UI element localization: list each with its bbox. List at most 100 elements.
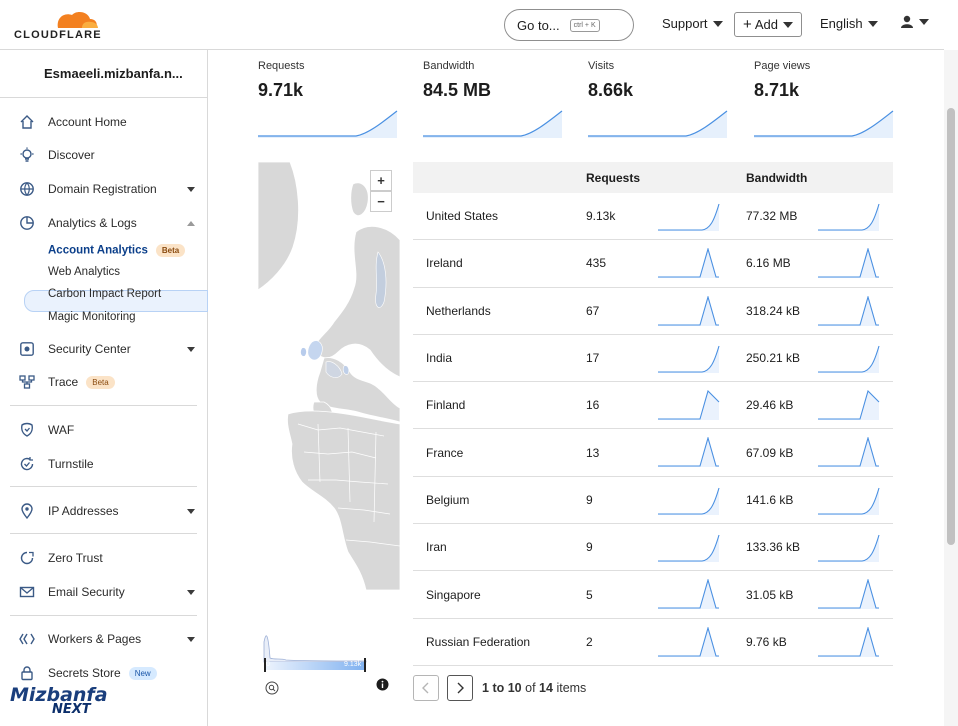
sidebar-item-trace[interactable]: Trace Beta — [0, 368, 207, 396]
table-row[interactable]: Russian Federation 2 9.76 kB — [413, 619, 893, 666]
trace-label: Trace — [48, 374, 79, 389]
sidebar-item-workers-pages[interactable]: Workers & Pages — [0, 625, 207, 653]
sidebar-item-ip-addresses[interactable]: IP Addresses — [0, 497, 207, 525]
zero-trust-icon — [20, 551, 34, 565]
sidebar-item-label: Discover — [48, 148, 95, 162]
zoom-in-button[interactable]: + — [370, 170, 392, 191]
sidebar-item-label: Trace Beta — [48, 374, 115, 390]
sidebar-item-secrets-store[interactable]: Secrets Store New — [0, 659, 207, 687]
stat-value: 8.71k — [754, 80, 800, 100]
sidebar-item-email-security[interactable]: Email Security — [0, 578, 207, 606]
stat-title: Bandwidth — [423, 60, 475, 72]
chevron-down-icon — [187, 636, 195, 642]
add-label: Add — [754, 17, 778, 32]
country-name: Russian Federation — [426, 634, 531, 649]
country-name: Iran — [426, 540, 447, 555]
goto-search-button[interactable]: Go to... ctrl + K — [504, 9, 634, 41]
sidebar-subitem-carbon-impact[interactable]: Carbon Impact Report — [48, 288, 162, 300]
language-menu[interactable]: English — [820, 16, 878, 31]
add-button[interactable]: + Add — [734, 12, 802, 37]
page-total: 14 — [539, 681, 553, 695]
requests-value: 2 — [586, 634, 593, 649]
sidebar-subitem-magic-monitoring[interactable]: Magic Monitoring — [48, 311, 136, 323]
stat-requests: Requests 9.71k — [258, 60, 304, 101]
sidebar-divider — [10, 615, 197, 616]
info-icon[interactable] — [376, 678, 389, 691]
sidebar-item-waf[interactable]: WAF — [0, 416, 207, 444]
table-row[interactable]: Ireland 435 6.16 MB — [413, 240, 893, 288]
table-row[interactable]: Singapore 5 31.05 kB — [413, 571, 893, 619]
country-name: United States — [426, 209, 499, 224]
support-menu[interactable]: Support — [662, 16, 723, 31]
world-map[interactable] — [258, 162, 400, 590]
sidebar-item-analytics-logs[interactable]: Analytics & Logs — [0, 209, 207, 237]
mizbanfa-watermark-logo: Mizbanfa NEXT — [10, 686, 108, 717]
bandwidth-value: 9.76 kB — [746, 634, 787, 649]
cloudflare-logo[interactable]: CLOUDFLARE — [12, 8, 102, 42]
sidebar-subitem-account-analytics[interactable]: Account Analytics Beta — [48, 244, 186, 257]
requests-value: 17 — [586, 351, 600, 366]
scrollbar-thumb[interactable] — [947, 108, 955, 545]
sidebar-item-domain-registration[interactable]: Domain Registration — [0, 175, 207, 203]
sidebar-item-label: Zero Trust — [48, 551, 103, 565]
turnstile-icon — [20, 457, 34, 471]
chart-pie-icon — [20, 216, 34, 230]
sidebar-item-label: IP Addresses — [48, 504, 119, 518]
requests-row-sparkline — [658, 579, 719, 610]
table-row[interactable]: India 17 250.21 kB — [413, 335, 893, 383]
bandwidth-value: 31.05 kB — [746, 587, 794, 602]
page-views-sparkline — [754, 110, 894, 138]
bandwidth-column-header[interactable]: Bandwidth — [746, 170, 808, 185]
goto-label: Go to... — [517, 17, 560, 33]
chevron-right-icon — [457, 682, 464, 694]
zoom-out-button[interactable]: − — [370, 191, 392, 212]
page-to: 10 — [507, 681, 522, 695]
bandwidth-row-sparkline — [818, 437, 879, 468]
next-page-button[interactable] — [447, 675, 473, 701]
logo-text: CLOUDFLARE — [14, 29, 102, 41]
bandwidth-value: 6.16 MB — [746, 256, 791, 271]
page-items-word: items — [556, 681, 587, 695]
sidebar-item-label: Secrets Store New — [48, 666, 157, 681]
sidebar-item-label: Account Analytics — [48, 244, 148, 257]
requests-value: 435 — [586, 256, 607, 271]
table-row[interactable]: France 13 67.09 kB — [413, 429, 893, 477]
requests-row-sparkline — [658, 295, 719, 326]
shortcut-hint: ctrl + K — [569, 18, 600, 32]
envelope-icon — [19, 586, 35, 598]
requests-row-sparkline — [658, 345, 720, 373]
table-row[interactable]: Belgium 9 141.6 kB — [413, 477, 893, 525]
bandwidth-row-sparkline — [818, 248, 879, 279]
sidebar-item-label: Domain Registration — [48, 182, 157, 196]
table-header: Requests Bandwidth — [413, 162, 893, 193]
sidebar-item-zero-trust[interactable]: Zero Trust — [0, 544, 207, 572]
brand-line2: NEXT — [52, 702, 91, 717]
bandwidth-value: 29.46 kB — [746, 398, 794, 413]
chevron-down-icon — [782, 21, 793, 28]
sidebar-divider — [10, 533, 197, 534]
requests-value: 67 — [586, 303, 600, 318]
user-icon — [901, 15, 913, 28]
country-name: Singapore — [426, 587, 481, 602]
sidebar-item-account-home[interactable]: Account Home — [0, 108, 207, 136]
bandwidth-row-sparkline — [818, 203, 880, 231]
previous-page-button[interactable] — [413, 675, 439, 701]
requests-value: 9 — [586, 492, 593, 507]
sidebar-item-security-center[interactable]: Security Center — [0, 335, 207, 363]
account-name[interactable]: Esmaeeli.mizbanfa.n... — [0, 50, 207, 98]
sidebar-divider — [10, 486, 197, 487]
user-menu[interactable] — [900, 15, 929, 29]
requests-row-sparkline — [658, 534, 720, 563]
reset-zoom-icon[interactable] — [265, 681, 279, 695]
page-scrollbar[interactable] — [944, 50, 958, 726]
visits-sparkline — [588, 110, 728, 138]
sidebar-item-turnstile[interactable]: Turnstile — [0, 450, 207, 478]
table-row[interactable]: United States 9.13k 77.32 MB — [413, 193, 893, 241]
requests-column-header[interactable]: Requests — [586, 170, 641, 185]
sidebar-item-discover[interactable]: Discover — [0, 141, 207, 169]
table-row[interactable]: Finland 16 29.46 kB — [413, 382, 893, 430]
lightbulb-icon — [20, 147, 34, 162]
table-row[interactable]: Iran 9 133.36 kB — [413, 524, 893, 572]
table-row[interactable]: Netherlands 67 318.24 kB — [413, 288, 893, 335]
sidebar-subitem-web-analytics[interactable]: Web Analytics — [48, 266, 121, 278]
